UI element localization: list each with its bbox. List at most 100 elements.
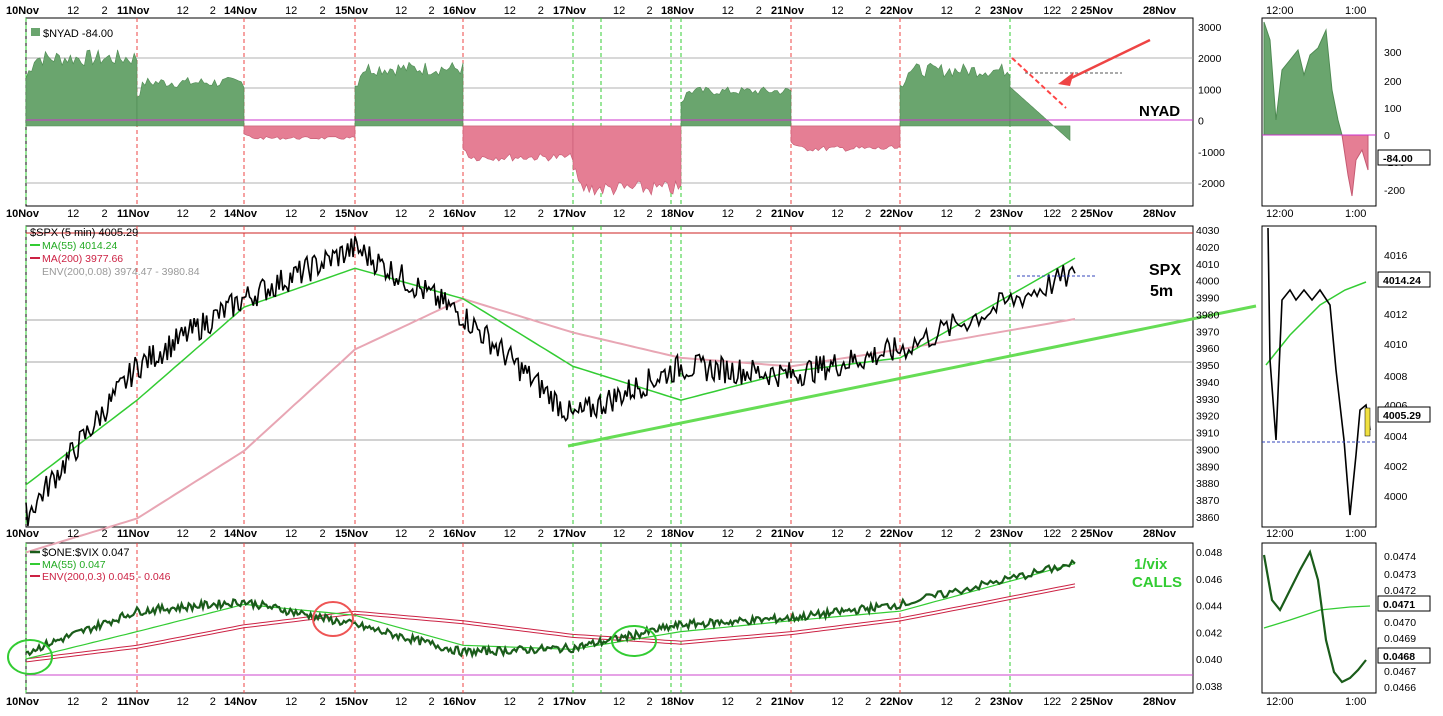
x-tick-hour: 12: [504, 528, 516, 540]
side-y-tick: 0.0470: [1384, 617, 1416, 629]
x-tick-hour: 2: [756, 208, 762, 220]
nyad-annotation: NYAD: [1139, 103, 1180, 120]
spx-side-panel: [1261, 225, 1377, 528]
y-tick: 0.038: [1196, 681, 1222, 693]
vix-green-circle-1: [7, 639, 53, 675]
x-tick-hour: 2: [646, 5, 652, 17]
spx-legend-ma55: MA(55) 4014.24: [42, 240, 117, 252]
x-tick-day: 21Nov: [771, 528, 805, 540]
x-tick-hour: 2: [101, 208, 107, 220]
vix-annotation-1: 1/vix: [1134, 556, 1168, 573]
x-tick-hour: 12: [177, 528, 189, 540]
x-tick-hour: 2: [865, 5, 871, 17]
side-series: [1262, 21, 1376, 684]
x-tick-day: 11Nov: [117, 696, 150, 708]
x-tick-hour: 12: [613, 5, 625, 17]
vix-red-circle: [312, 601, 354, 637]
x-tick-hour: 2: [1055, 5, 1061, 17]
vix-panel: [25, 542, 1194, 694]
vix-green-circle-2: [611, 625, 657, 657]
x-tick-hour: 2: [646, 696, 652, 708]
side-value-label: 0.0471: [1383, 599, 1415, 611]
spx-price-line: [25, 235, 1076, 527]
x-tick-day: 25Nov: [1080, 528, 1114, 540]
side-y-tick: 4002: [1384, 461, 1408, 473]
x-tick-day: 15Nov: [335, 696, 369, 708]
side-y-tick: 4004: [1384, 431, 1408, 443]
x-tick-day: 15Nov: [335, 208, 369, 220]
y-tick: 3910: [1196, 428, 1220, 440]
horizontal-gridlines: [26, 57, 1193, 441]
x-tick-day: 18Nov: [661, 528, 695, 540]
x-tick-hour: 2: [210, 528, 216, 540]
side-value-box: [1377, 595, 1431, 612]
nyad-area-segment: [790, 125, 901, 152]
side-x-tick: 1:00: [1345, 208, 1366, 220]
side-value-box: [1377, 149, 1431, 166]
x-tick-hour: 12: [285, 5, 297, 17]
y-tick: 0.040: [1196, 654, 1222, 666]
x-tick-day: 11Nov: [117, 528, 150, 540]
x-tick-hour: 12: [941, 528, 953, 540]
x-tick-hour: 12: [504, 5, 516, 17]
side-y-tick: 0.0474: [1384, 551, 1416, 563]
x-tick-hour: 2: [538, 208, 544, 220]
y-tick: 0.046: [1196, 574, 1222, 586]
vix-series: [25, 559, 1076, 663]
x-tick-hour: 12: [831, 528, 843, 540]
y-tick: 3980: [1196, 309, 1220, 321]
x-tick-hour: 2: [975, 5, 981, 17]
x-tick-day: 14Nov: [224, 5, 258, 17]
x-tick-day: 18Nov: [661, 696, 695, 708]
x-tick-hour: 2: [319, 528, 325, 540]
x-tick-day: 10Nov: [6, 5, 40, 17]
x-tick-hour: 2: [428, 5, 434, 17]
vix-legend-ma55: MA(55) 0.047: [42, 559, 106, 571]
side-value-label: 0.0468: [1383, 651, 1415, 663]
x-tick-hour: 12: [285, 528, 297, 540]
y-axis-labels: 3000200010000-1000-200040304020401040003…: [1196, 22, 1431, 694]
x-tick-hour: 12: [722, 528, 734, 540]
y-tick: 3880: [1196, 478, 1220, 490]
side-y-tick: 0.0472: [1384, 585, 1416, 597]
y-tick: 3920: [1196, 411, 1220, 423]
x-tick-hour: 12: [941, 5, 953, 17]
nyad-area-series: [25, 49, 1071, 196]
nyad-area-segment: [680, 86, 792, 127]
side-y-tick: 100: [1384, 103, 1402, 115]
x-tick-day: 23Nov: [990, 528, 1024, 540]
side-x-tick: 12:00: [1266, 696, 1294, 708]
x-tick-hour: 2: [1071, 696, 1077, 708]
x-tick-hour: 12: [504, 696, 516, 708]
x-tick-day: 25Nov: [1080, 208, 1114, 220]
x-tick-day: 18Nov: [661, 5, 695, 17]
y-tick: 3900: [1196, 444, 1220, 456]
x-tick-hour: 12: [1043, 528, 1055, 540]
side-x-tick: 12:00: [1266, 5, 1294, 17]
nyad-area-segment: [462, 125, 574, 162]
spx-legend-env: ENV(200,0.08) 3974.47 - 3980.84: [42, 266, 200, 278]
x-tick-day: 15Nov: [335, 528, 369, 540]
side-value-label: 4014.24: [1383, 275, 1421, 287]
nyad-red-arrow-shaft: [1064, 38, 1151, 83]
x-tick-hour: 12: [613, 528, 625, 540]
x-tick-hour: 2: [428, 696, 434, 708]
spx-series: [25, 235, 1076, 554]
x-tick-hour: 12: [67, 5, 79, 17]
x-tick-hour: 2: [1071, 528, 1077, 540]
nyad-red-arrow-head: [1058, 72, 1074, 86]
vix-main-line: [25, 559, 1076, 659]
spx-ma55-line: [25, 257, 1076, 486]
y-tick: 3930: [1196, 394, 1220, 406]
side-y-tick: 0.0467: [1384, 666, 1416, 678]
x-tick-hour: 2: [975, 208, 981, 220]
y-tick: 0.042: [1196, 627, 1222, 639]
x-tick-day: 16Nov: [443, 528, 477, 540]
x-tick-day: 25Nov: [1080, 696, 1114, 708]
x-tick-hour: 2: [865, 208, 871, 220]
side-x-tick: 1:00: [1345, 696, 1366, 708]
x-tick-hour: 12: [722, 696, 734, 708]
spx-side-last-bar: [1364, 407, 1371, 437]
x-tick-day: 14Nov: [224, 696, 258, 708]
x-tick-hour: 2: [756, 696, 762, 708]
